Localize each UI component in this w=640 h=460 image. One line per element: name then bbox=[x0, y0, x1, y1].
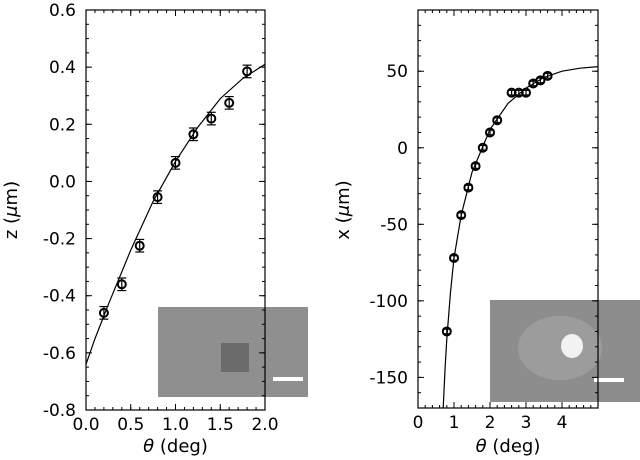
data-point bbox=[477, 142, 488, 153]
y-tick-label: -150 bbox=[369, 368, 408, 388]
data-point bbox=[134, 238, 145, 253]
inset-disc-feature bbox=[561, 334, 583, 358]
chart-right: 0 1 2 3 4 -150 -100 -50 0 50 θ (deg) x (μm) bbox=[333, 9, 640, 457]
axis-ticks bbox=[417, 9, 599, 409]
y-tick-label: 0.0 bbox=[49, 172, 76, 192]
y-axis-label: z (μm) bbox=[1, 181, 22, 239]
x-tick-label: 1.0 bbox=[162, 415, 189, 435]
data-point bbox=[441, 326, 452, 337]
data-point bbox=[542, 70, 553, 81]
point-marker bbox=[152, 192, 163, 203]
x-tick-label: 0.0 bbox=[72, 415, 99, 435]
tick-labels: 0 1 2 3 4 -150 -100 -50 0 50 bbox=[369, 62, 567, 433]
point-marker bbox=[206, 113, 217, 124]
data-point bbox=[224, 95, 235, 110]
point-marker bbox=[98, 307, 109, 318]
inset-square-feature bbox=[221, 343, 249, 372]
point-marker bbox=[224, 97, 235, 108]
x-axis-label: θ (deg) bbox=[143, 436, 208, 457]
x-tick-label: 0 bbox=[413, 413, 424, 433]
sem-inset-square bbox=[158, 307, 308, 397]
point-marker bbox=[456, 210, 467, 221]
inset-scalebar bbox=[273, 377, 303, 381]
y-tick-label: 50 bbox=[386, 62, 408, 82]
data-point bbox=[188, 127, 199, 142]
y-tick-label: 0.4 bbox=[49, 58, 76, 78]
point-marker bbox=[477, 142, 488, 153]
point-marker bbox=[134, 240, 145, 251]
point-marker bbox=[242, 66, 253, 77]
data-point bbox=[242, 64, 253, 79]
data-point bbox=[449, 252, 459, 263]
y-tick-label: -0.4 bbox=[43, 287, 76, 307]
y-tick-label: 0 bbox=[397, 139, 408, 159]
y-tick-label: -100 bbox=[369, 292, 408, 312]
inset-halo bbox=[518, 316, 602, 380]
y-tick-label: 0.2 bbox=[49, 115, 76, 135]
point-marker bbox=[542, 70, 553, 81]
data-point bbox=[456, 210, 467, 221]
data-point bbox=[98, 305, 109, 320]
axis-ticks bbox=[85, 9, 266, 411]
point-marker bbox=[521, 87, 531, 98]
y-tick-label: -0.2 bbox=[43, 230, 76, 250]
fit-curve-layer bbox=[86, 63, 265, 365]
x-axis-label: θ (deg) bbox=[476, 436, 541, 457]
tick-labels: 0.0 0.5 1.0 1.5 2.0 -0.8 -0.6 -0.4 -0.2 0.0 0.2 0.4… bbox=[43, 1, 279, 435]
data-point bbox=[206, 111, 217, 126]
x-tick-label: 1.5 bbox=[207, 415, 234, 435]
data-point bbox=[116, 277, 127, 292]
point-marker bbox=[449, 252, 459, 263]
x-tick-label: 2 bbox=[485, 413, 496, 433]
x-tick-label: 1 bbox=[449, 413, 460, 433]
point-marker bbox=[463, 182, 474, 193]
y-tick-label: -50 bbox=[380, 215, 408, 235]
x-tick-label: 0.5 bbox=[117, 415, 144, 435]
y-axis-label: x (μm) bbox=[333, 180, 354, 239]
point-marker bbox=[492, 115, 503, 126]
data-point bbox=[485, 127, 495, 138]
data-point bbox=[492, 115, 503, 126]
data-points-layer bbox=[98, 64, 253, 320]
x-tick-label: 4 bbox=[557, 413, 568, 433]
point-marker bbox=[170, 157, 181, 168]
data-point bbox=[463, 182, 474, 193]
fit-curve bbox=[86, 63, 265, 365]
x-tick-label: 3 bbox=[521, 413, 532, 433]
inset-scalebar bbox=[594, 378, 624, 382]
data-point bbox=[521, 87, 531, 98]
sem-inset-disc bbox=[490, 300, 640, 402]
data-point bbox=[470, 161, 481, 172]
chart-left: 0.0 0.5 1.0 1.5 2.0 -0.8 -0.6 -0.4 -0.2 0.0 0.2 0.4… bbox=[1, 1, 308, 457]
y-tick-label: -0.6 bbox=[43, 344, 76, 364]
point-marker bbox=[188, 129, 199, 140]
point-marker bbox=[116, 279, 127, 290]
point-marker bbox=[485, 127, 495, 138]
y-tick-label: -0.8 bbox=[43, 401, 76, 421]
point-marker bbox=[441, 326, 452, 337]
x-tick-label: 2.0 bbox=[251, 415, 278, 435]
data-point bbox=[170, 155, 181, 170]
data-points-layer bbox=[441, 70, 553, 337]
data-point bbox=[152, 190, 163, 205]
point-marker bbox=[535, 75, 546, 86]
point-marker bbox=[470, 161, 481, 172]
y-tick-label: 0.6 bbox=[49, 1, 76, 21]
